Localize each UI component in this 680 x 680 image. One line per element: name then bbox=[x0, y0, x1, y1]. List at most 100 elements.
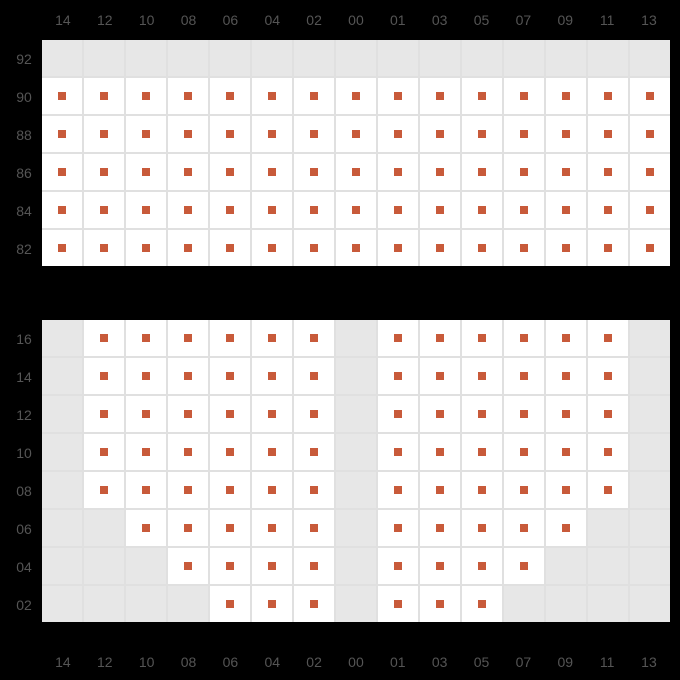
seat[interactable] bbox=[462, 586, 502, 622]
seat[interactable] bbox=[378, 230, 418, 266]
seat[interactable] bbox=[504, 154, 544, 190]
seat[interactable] bbox=[210, 230, 250, 266]
seat[interactable] bbox=[210, 116, 250, 152]
seat[interactable] bbox=[210, 396, 250, 432]
seat[interactable] bbox=[462, 192, 502, 228]
seat[interactable] bbox=[420, 192, 460, 228]
seat[interactable] bbox=[126, 396, 166, 432]
seat[interactable] bbox=[84, 396, 124, 432]
seat[interactable] bbox=[168, 396, 208, 432]
seat[interactable] bbox=[546, 396, 586, 432]
seat[interactable] bbox=[462, 548, 502, 584]
seat[interactable] bbox=[504, 230, 544, 266]
seat[interactable] bbox=[84, 192, 124, 228]
seat[interactable] bbox=[588, 472, 628, 508]
seat[interactable] bbox=[420, 472, 460, 508]
seat[interactable] bbox=[588, 396, 628, 432]
seat[interactable] bbox=[42, 192, 82, 228]
seat[interactable] bbox=[378, 434, 418, 470]
seat[interactable] bbox=[126, 116, 166, 152]
seat[interactable] bbox=[252, 434, 292, 470]
seat[interactable] bbox=[168, 78, 208, 114]
seat[interactable] bbox=[420, 548, 460, 584]
seat[interactable] bbox=[84, 434, 124, 470]
seat[interactable] bbox=[168, 320, 208, 356]
seat[interactable] bbox=[168, 510, 208, 546]
seat[interactable] bbox=[420, 230, 460, 266]
seat[interactable] bbox=[420, 586, 460, 622]
seat[interactable] bbox=[462, 396, 502, 432]
seat[interactable] bbox=[126, 192, 166, 228]
seat[interactable] bbox=[252, 396, 292, 432]
seat[interactable] bbox=[546, 78, 586, 114]
seat[interactable] bbox=[546, 320, 586, 356]
seat[interactable] bbox=[252, 320, 292, 356]
seat[interactable] bbox=[252, 472, 292, 508]
seat[interactable] bbox=[294, 230, 334, 266]
seat[interactable] bbox=[378, 586, 418, 622]
seat[interactable] bbox=[546, 154, 586, 190]
seat[interactable] bbox=[210, 192, 250, 228]
seat[interactable] bbox=[630, 116, 670, 152]
seat[interactable] bbox=[84, 154, 124, 190]
seat[interactable] bbox=[294, 472, 334, 508]
seat[interactable] bbox=[630, 230, 670, 266]
seat[interactable] bbox=[84, 358, 124, 394]
seat[interactable] bbox=[588, 434, 628, 470]
seat[interactable] bbox=[252, 230, 292, 266]
seat[interactable] bbox=[42, 154, 82, 190]
seat[interactable] bbox=[546, 510, 586, 546]
seat[interactable] bbox=[462, 472, 502, 508]
seat[interactable] bbox=[210, 78, 250, 114]
seat[interactable] bbox=[462, 358, 502, 394]
seat[interactable] bbox=[546, 230, 586, 266]
seat[interactable] bbox=[504, 548, 544, 584]
seat[interactable] bbox=[336, 78, 376, 114]
seat[interactable] bbox=[630, 78, 670, 114]
seat[interactable] bbox=[504, 320, 544, 356]
seat[interactable] bbox=[420, 78, 460, 114]
seat[interactable] bbox=[378, 192, 418, 228]
seat[interactable] bbox=[546, 116, 586, 152]
seat[interactable] bbox=[294, 396, 334, 432]
seat[interactable] bbox=[294, 192, 334, 228]
seat[interactable] bbox=[210, 320, 250, 356]
seat[interactable] bbox=[294, 510, 334, 546]
seat[interactable] bbox=[126, 154, 166, 190]
seat[interactable] bbox=[168, 358, 208, 394]
seat[interactable] bbox=[294, 434, 334, 470]
seat[interactable] bbox=[462, 230, 502, 266]
seat[interactable] bbox=[378, 548, 418, 584]
seat[interactable] bbox=[210, 548, 250, 584]
seat[interactable] bbox=[252, 510, 292, 546]
seat[interactable] bbox=[84, 320, 124, 356]
seat[interactable] bbox=[294, 548, 334, 584]
seat[interactable] bbox=[588, 116, 628, 152]
seat[interactable] bbox=[210, 154, 250, 190]
seat[interactable] bbox=[210, 472, 250, 508]
seat[interactable] bbox=[504, 192, 544, 228]
seat[interactable] bbox=[294, 116, 334, 152]
seat[interactable] bbox=[378, 358, 418, 394]
seat[interactable] bbox=[336, 116, 376, 152]
seat[interactable] bbox=[504, 358, 544, 394]
seat[interactable] bbox=[420, 320, 460, 356]
seat[interactable] bbox=[252, 78, 292, 114]
seat[interactable] bbox=[504, 434, 544, 470]
seat[interactable] bbox=[126, 434, 166, 470]
seat[interactable] bbox=[378, 78, 418, 114]
seat[interactable] bbox=[210, 586, 250, 622]
seat[interactable] bbox=[168, 192, 208, 228]
seat[interactable] bbox=[126, 320, 166, 356]
seat[interactable] bbox=[210, 434, 250, 470]
seat[interactable] bbox=[84, 78, 124, 114]
seat[interactable] bbox=[294, 320, 334, 356]
seat[interactable] bbox=[252, 548, 292, 584]
seat[interactable] bbox=[588, 78, 628, 114]
seat[interactable] bbox=[504, 116, 544, 152]
seat[interactable] bbox=[504, 78, 544, 114]
seat[interactable] bbox=[168, 154, 208, 190]
seat[interactable] bbox=[168, 116, 208, 152]
seat[interactable] bbox=[504, 472, 544, 508]
seat[interactable] bbox=[546, 472, 586, 508]
